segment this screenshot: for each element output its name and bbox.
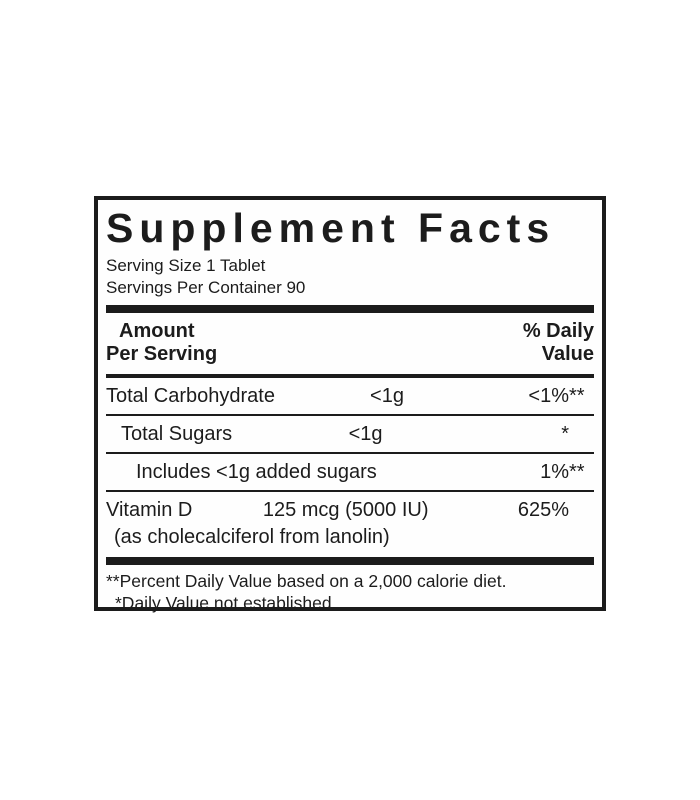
- nutrient-dv-wrap: *: [499, 423, 594, 446]
- nutrient-dv: 1%: [540, 460, 569, 483]
- nutrient-row-added-sugars: Includes <1g added sugars 1% **: [106, 454, 594, 490]
- dv-header-line2: Value: [541, 342, 594, 365]
- column-header: Amount Per Serving % Daily Value: [106, 313, 594, 374]
- nutrient-row-total-carbohydrate: Total Carbohydrate <1g <1% **: [106, 378, 594, 414]
- supplement-facts-panel: Supplement Facts Serving Size 1 Tablet S…: [94, 196, 606, 613]
- nutrient-dv: *: [561, 422, 569, 445]
- nutrient-dv-wrap: 625%: [499, 499, 594, 522]
- row-divider: [106, 413, 594, 416]
- divider-thick-bottom: [106, 556, 594, 565]
- nutrient-name: Total Carbohydrate: [106, 384, 275, 407]
- amount-header-line2: Per Serving: [106, 342, 218, 365]
- serving-size: Serving Size 1 Tablet: [106, 256, 266, 276]
- nutrient-amount: <1g: [370, 384, 404, 407]
- amount-per-serving-header: Amount Per Serving: [106, 320, 217, 366]
- row-divider: [106, 489, 594, 492]
- nutrient-dv: 625%: [517, 498, 569, 521]
- panel-title: Supplement Facts: [106, 205, 556, 251]
- nutrient-dv-asterisks: [569, 423, 594, 446]
- daily-value-header: % Daily Value: [523, 320, 594, 366]
- nutrient-dv-asterisks: **: [569, 460, 585, 483]
- footnotes: **Percent Daily Value based on a 2,000 c…: [106, 565, 594, 616]
- nutrient-row-vitamin-d: Vitamin D 125 mcg (5000 IU) 625%: [106, 492, 594, 528]
- nutrient-row-total-sugars: Total Sugars <1g *: [106, 416, 594, 452]
- divider-medium: [106, 373, 594, 378]
- row-divider: [106, 451, 594, 454]
- nutrient-dv: <1%: [528, 384, 569, 407]
- footnote-not-established: *Daily Value not established.: [115, 593, 337, 614]
- nutrient-dv-wrap: 1% **: [499, 461, 594, 484]
- nutrient-source-detail: (as cholecalciferol from lanolin): [114, 525, 390, 548]
- nutrient-amount: <1g: [348, 422, 383, 445]
- footnote-percent-dv: **Percent Daily Value based on a 2,000 c…: [106, 570, 507, 591]
- dv-header-line1: % Daily: [522, 319, 594, 342]
- nutrient-dv-wrap: <1% **: [499, 385, 594, 408]
- amount-header-line1: Amount: [119, 319, 195, 342]
- nutrient-name: Includes <1g added sugars: [136, 460, 377, 483]
- nutrient-name: Total Sugars: [121, 422, 233, 445]
- nutrient-dv-asterisks: [569, 499, 594, 522]
- servings-per-container: Servings Per Container 90: [106, 277, 306, 297]
- nutrient-amount: 125 mcg (5000 IU): [262, 498, 429, 521]
- nutrient-dv-asterisks: **: [569, 384, 585, 407]
- nutrient-name: Vitamin D: [106, 498, 193, 521]
- divider-thick-top: [106, 304, 594, 313]
